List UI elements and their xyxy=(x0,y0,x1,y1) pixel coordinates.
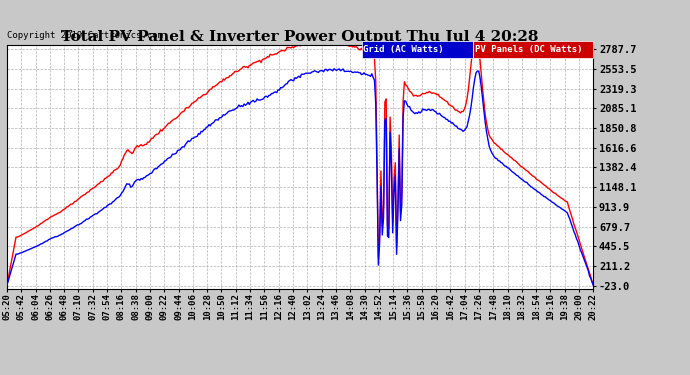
Text: Copyright 2019 Cartronics.com: Copyright 2019 Cartronics.com xyxy=(7,31,163,40)
FancyBboxPatch shape xyxy=(362,41,473,58)
Title: Total PV Panel & Inverter Power Output Thu Jul 4 20:28: Total PV Panel & Inverter Power Output T… xyxy=(61,30,539,44)
Text: PV Panels (DC Watts): PV Panels (DC Watts) xyxy=(475,45,582,54)
FancyBboxPatch shape xyxy=(473,41,593,58)
Text: Grid (AC Watts): Grid (AC Watts) xyxy=(364,45,444,54)
